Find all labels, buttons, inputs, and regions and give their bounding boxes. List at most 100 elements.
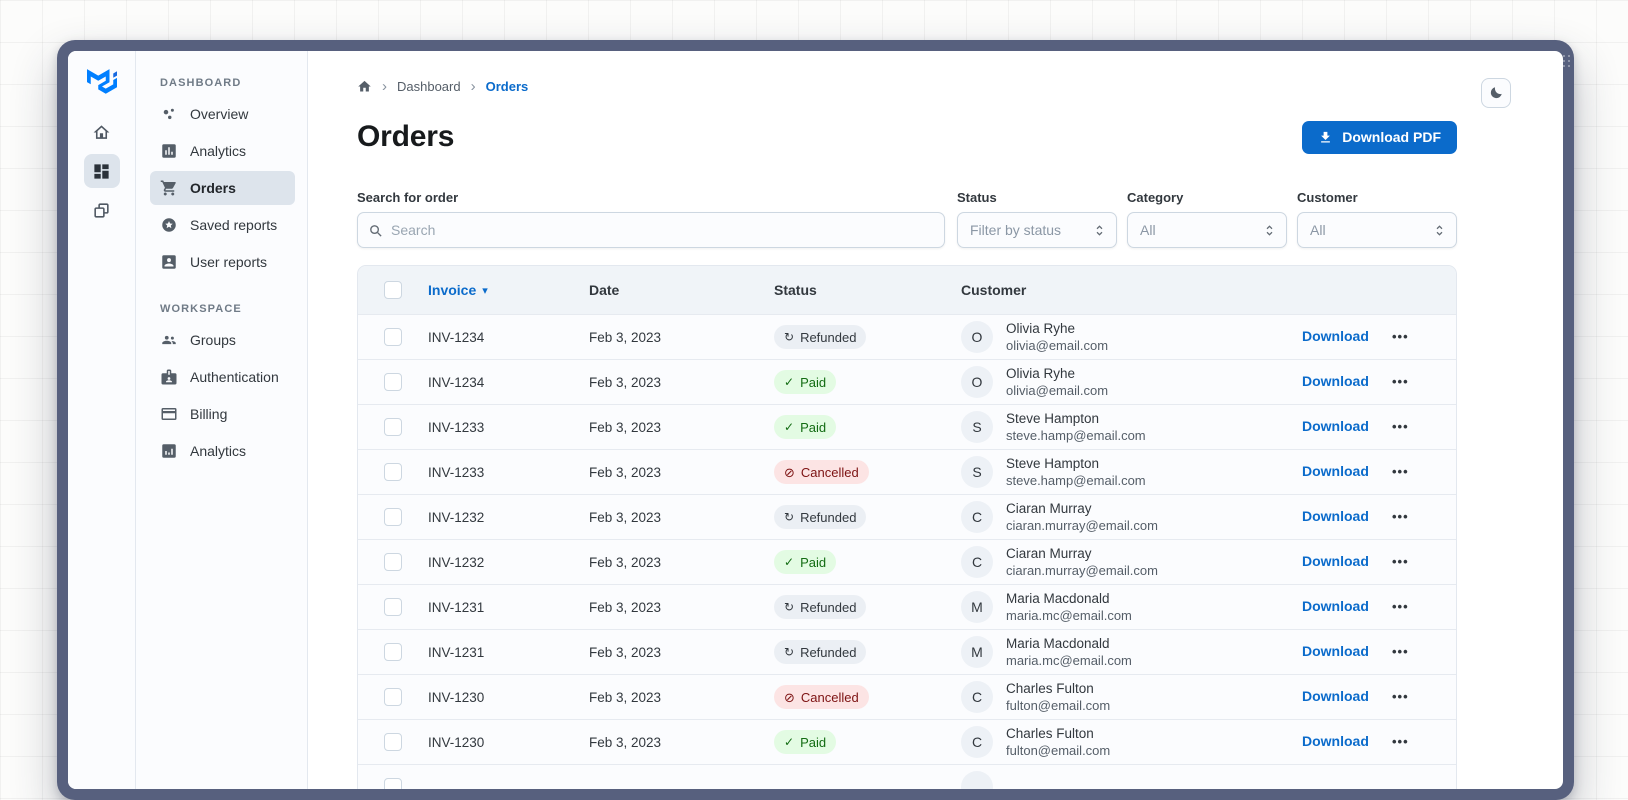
download-link[interactable]: Download xyxy=(1302,418,1369,434)
sidebar-item-user-reports[interactable]: User reports xyxy=(150,245,295,279)
row-checkbox[interactable] xyxy=(384,508,402,526)
download-pdf-button[interactable]: Download PDF xyxy=(1302,120,1457,154)
download-link[interactable]: Download xyxy=(1302,553,1369,569)
breadcrumb-home-icon[interactable] xyxy=(357,79,372,94)
search-input[interactable] xyxy=(391,222,934,238)
orders-table: Invoice ▾ Date Status Customer INV-1234 … xyxy=(357,265,1457,789)
breadcrumb-dashboard[interactable]: Dashboard xyxy=(397,79,461,94)
row-checkbox[interactable] xyxy=(384,643,402,661)
customer-cell: O Olivia Ryhe olivia@email.com xyxy=(961,320,1302,354)
status-badge: Refunded xyxy=(774,640,867,664)
sidebar-item-groups[interactable]: Groups xyxy=(150,323,295,357)
row-checkbox[interactable] xyxy=(384,688,402,706)
breadcrumb-orders[interactable]: Orders xyxy=(485,79,529,94)
download-link[interactable]: Download xyxy=(1302,598,1369,614)
sidebar-item-label: Billing xyxy=(190,406,228,422)
main-area: › Dashboard › Orders Orders Download PDF xyxy=(308,51,1563,789)
sort-desc-icon: ▾ xyxy=(482,284,488,297)
download-link[interactable]: Download xyxy=(1302,328,1369,344)
sidebar-item-saved-reports[interactable]: Saved reports xyxy=(150,208,295,242)
row-menu-button[interactable]: ••• xyxy=(1392,599,1409,614)
download-link[interactable]: Download xyxy=(1302,373,1369,389)
customer-email: steve.hamp@email.com xyxy=(1006,473,1146,488)
status-filter-select[interactable]: Filter by status xyxy=(957,212,1117,248)
badge-icon xyxy=(160,368,178,386)
status-badge: Paid xyxy=(774,370,837,394)
row-checkbox[interactable] xyxy=(384,418,402,436)
customer-email: fulton@email.com xyxy=(1006,698,1111,713)
mini-chart-icon xyxy=(160,442,178,460)
unfold-chevrons-icon xyxy=(1092,223,1107,238)
download-link[interactable]: Download xyxy=(1302,508,1369,524)
column-header-invoice[interactable]: Invoice ▾ xyxy=(428,282,488,298)
row-checkbox[interactable] xyxy=(384,733,402,751)
download-link[interactable]: Download xyxy=(1302,688,1369,704)
row-checkbox[interactable] xyxy=(384,373,402,391)
rail-layers-button[interactable] xyxy=(84,193,120,227)
category-filter-select[interactable]: All xyxy=(1127,212,1287,248)
row-menu-button[interactable]: ••• xyxy=(1392,734,1409,749)
select-all-checkbox[interactable] xyxy=(384,281,402,299)
customer-name: Maria Macdonald xyxy=(1006,591,1110,606)
rail-home-button[interactable] xyxy=(84,115,120,149)
unfold-chevrons-icon xyxy=(1432,223,1447,238)
row-checkbox[interactable] xyxy=(384,463,402,481)
filter-bar: Search for order Status Filter by status xyxy=(357,190,1457,248)
sidebar-item-analytics[interactable]: Analytics xyxy=(150,134,295,168)
avatar: M xyxy=(961,636,993,668)
download-link[interactable]: Download xyxy=(1302,643,1369,659)
customer-email: maria.mc@email.com xyxy=(1006,653,1132,668)
sidebar-item-analytics-workspace[interactable]: Analytics xyxy=(150,434,295,468)
row-checkbox[interactable] xyxy=(384,598,402,616)
avatar: S xyxy=(961,456,993,488)
order-search-field[interactable] xyxy=(357,212,945,248)
theme-toggle-button[interactable] xyxy=(1481,78,1511,108)
row-menu-button[interactable]: ••• xyxy=(1392,644,1409,659)
avatar: C xyxy=(961,726,993,758)
table-row: INV-1233 Feb 3, 2023 Paid S Steve Hampto… xyxy=(358,404,1456,449)
sidebar-item-billing[interactable]: Billing xyxy=(150,397,295,431)
sidebar-section-dashboard: DASHBOARD xyxy=(160,77,242,89)
avatar: C xyxy=(961,501,993,533)
row-menu-button[interactable]: ••• xyxy=(1392,509,1409,524)
sidebar-item-label: User reports xyxy=(190,254,268,270)
moon-icon xyxy=(1488,85,1504,101)
table-row: INV-1231 Feb 3, 2023 Refunded M Maria Ma… xyxy=(358,584,1456,629)
download-link[interactable]: Download xyxy=(1302,463,1369,479)
row-menu-button[interactable]: ••• xyxy=(1392,374,1409,389)
status-badge: Refunded xyxy=(774,325,867,349)
row-checkbox[interactable] xyxy=(384,778,402,789)
shopping-cart-icon xyxy=(160,179,178,197)
sidebar-item-label: Analytics xyxy=(190,443,247,459)
rail-dashboard-button[interactable] xyxy=(83,154,120,188)
avatar: O xyxy=(961,366,993,398)
row-menu-button[interactable]: ••• xyxy=(1392,689,1409,704)
customer-cell: C Ciaran Murray ciaran.murray@email.com xyxy=(961,545,1302,579)
app-surface: DASHBOARD Overview Analytics Orders xyxy=(68,51,1563,789)
table-header-row: Invoice ▾ Date Status Customer xyxy=(358,266,1456,314)
sidebar-item-orders[interactable]: Orders xyxy=(150,171,295,205)
status-filter-label: Status xyxy=(957,190,997,205)
sidebar-item-label: Authentication xyxy=(190,369,279,385)
sidebar-item-authentication[interactable]: Authentication xyxy=(150,360,295,394)
customer-cell: C Charles Fulton fulton@email.com xyxy=(961,680,1302,714)
mui-logo xyxy=(86,65,117,95)
sidebar-item-label: Groups xyxy=(190,332,236,348)
row-checkbox[interactable] xyxy=(384,553,402,571)
row-menu-button[interactable]: ••• xyxy=(1392,419,1409,434)
row-menu-button[interactable]: ••• xyxy=(1392,329,1409,344)
avatar: M xyxy=(961,591,993,623)
date-cell: Feb 3, 2023 xyxy=(589,689,662,705)
row-menu-button[interactable]: ••• xyxy=(1392,464,1409,479)
row-checkbox[interactable] xyxy=(384,328,402,346)
date-cell: Feb 3, 2023 xyxy=(589,509,662,525)
status-badge: Refunded xyxy=(774,505,867,529)
download-link[interactable]: Download xyxy=(1302,733,1369,749)
sidebar-item-label: Overview xyxy=(190,106,249,122)
customer-cell: S Steve Hampton steve.hamp@email.com xyxy=(961,410,1302,444)
sidebar-item-overview[interactable]: Overview xyxy=(150,97,295,131)
download-icon xyxy=(1318,130,1333,145)
customer-filter-select[interactable]: All xyxy=(1297,212,1457,248)
table-row: INV-1231 Feb 3, 2023 Refunded M Maria Ma… xyxy=(358,629,1456,674)
row-menu-button[interactable]: ••• xyxy=(1392,554,1409,569)
